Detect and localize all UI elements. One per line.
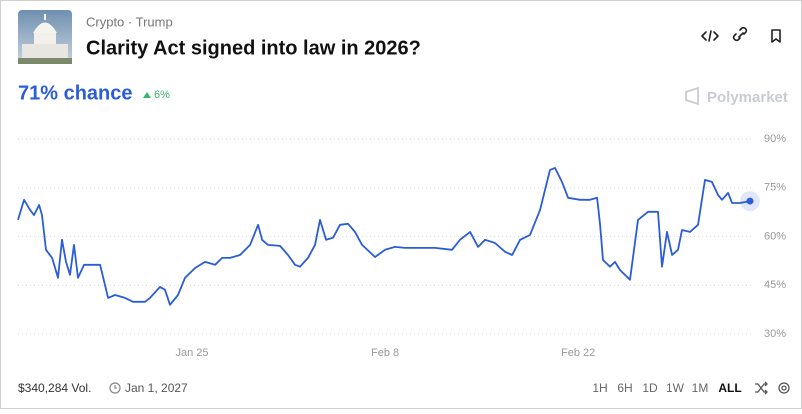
range-button[interactable]: 1H [592, 381, 607, 395]
market-image [18, 10, 72, 64]
range-button[interactable]: 1W [666, 381, 685, 395]
y-tick-label: 30% [764, 328, 786, 340]
range-button[interactable]: ALL [718, 381, 741, 395]
y-tick-label: 45% [764, 279, 786, 291]
end-date: Jan 1, 2027 [125, 381, 188, 395]
y-tick-label: 75% [764, 182, 786, 194]
up-arrow [143, 92, 151, 98]
bookmark-button[interactable] [771, 29, 781, 43]
chance-change: 6% [154, 89, 170, 101]
x-tick-label: Feb 8 [371, 347, 399, 359]
volume: $340,284 Vol. [18, 381, 91, 395]
range-button[interactable]: 1M [692, 381, 709, 395]
market-tags[interactable]: Crypto · Trump [86, 14, 173, 29]
brand-logo [685, 86, 699, 106]
range-button[interactable]: 1D [642, 381, 658, 395]
x-tick-label: Feb 22 [561, 347, 595, 359]
clock-icon [109, 382, 121, 394]
range-button[interactable]: 6H [617, 381, 632, 395]
y-tick-label: 90% [764, 133, 786, 145]
shuffle-button[interactable] [755, 381, 768, 395]
brand-name: Polymarket [707, 89, 788, 106]
price-line [17, 167, 751, 306]
chart: 90% 75% 60% 45% 30% Jan 25 Feb 8 Feb 22 [17, 133, 786, 359]
settings-button[interactable] [778, 382, 790, 394]
embed-button[interactable] [701, 30, 719, 42]
chance: 71% chance [18, 82, 133, 104]
y-tick-label: 60% [764, 230, 786, 242]
x-tick-label: Jan 25 [176, 347, 209, 359]
range-selector: 1H 6H 1D 1W 1M ALL [592, 381, 741, 395]
link-button[interactable] [732, 26, 748, 42]
market-title: Clarity Act signed into law in 2026? [86, 37, 421, 59]
current-point [746, 197, 754, 205]
